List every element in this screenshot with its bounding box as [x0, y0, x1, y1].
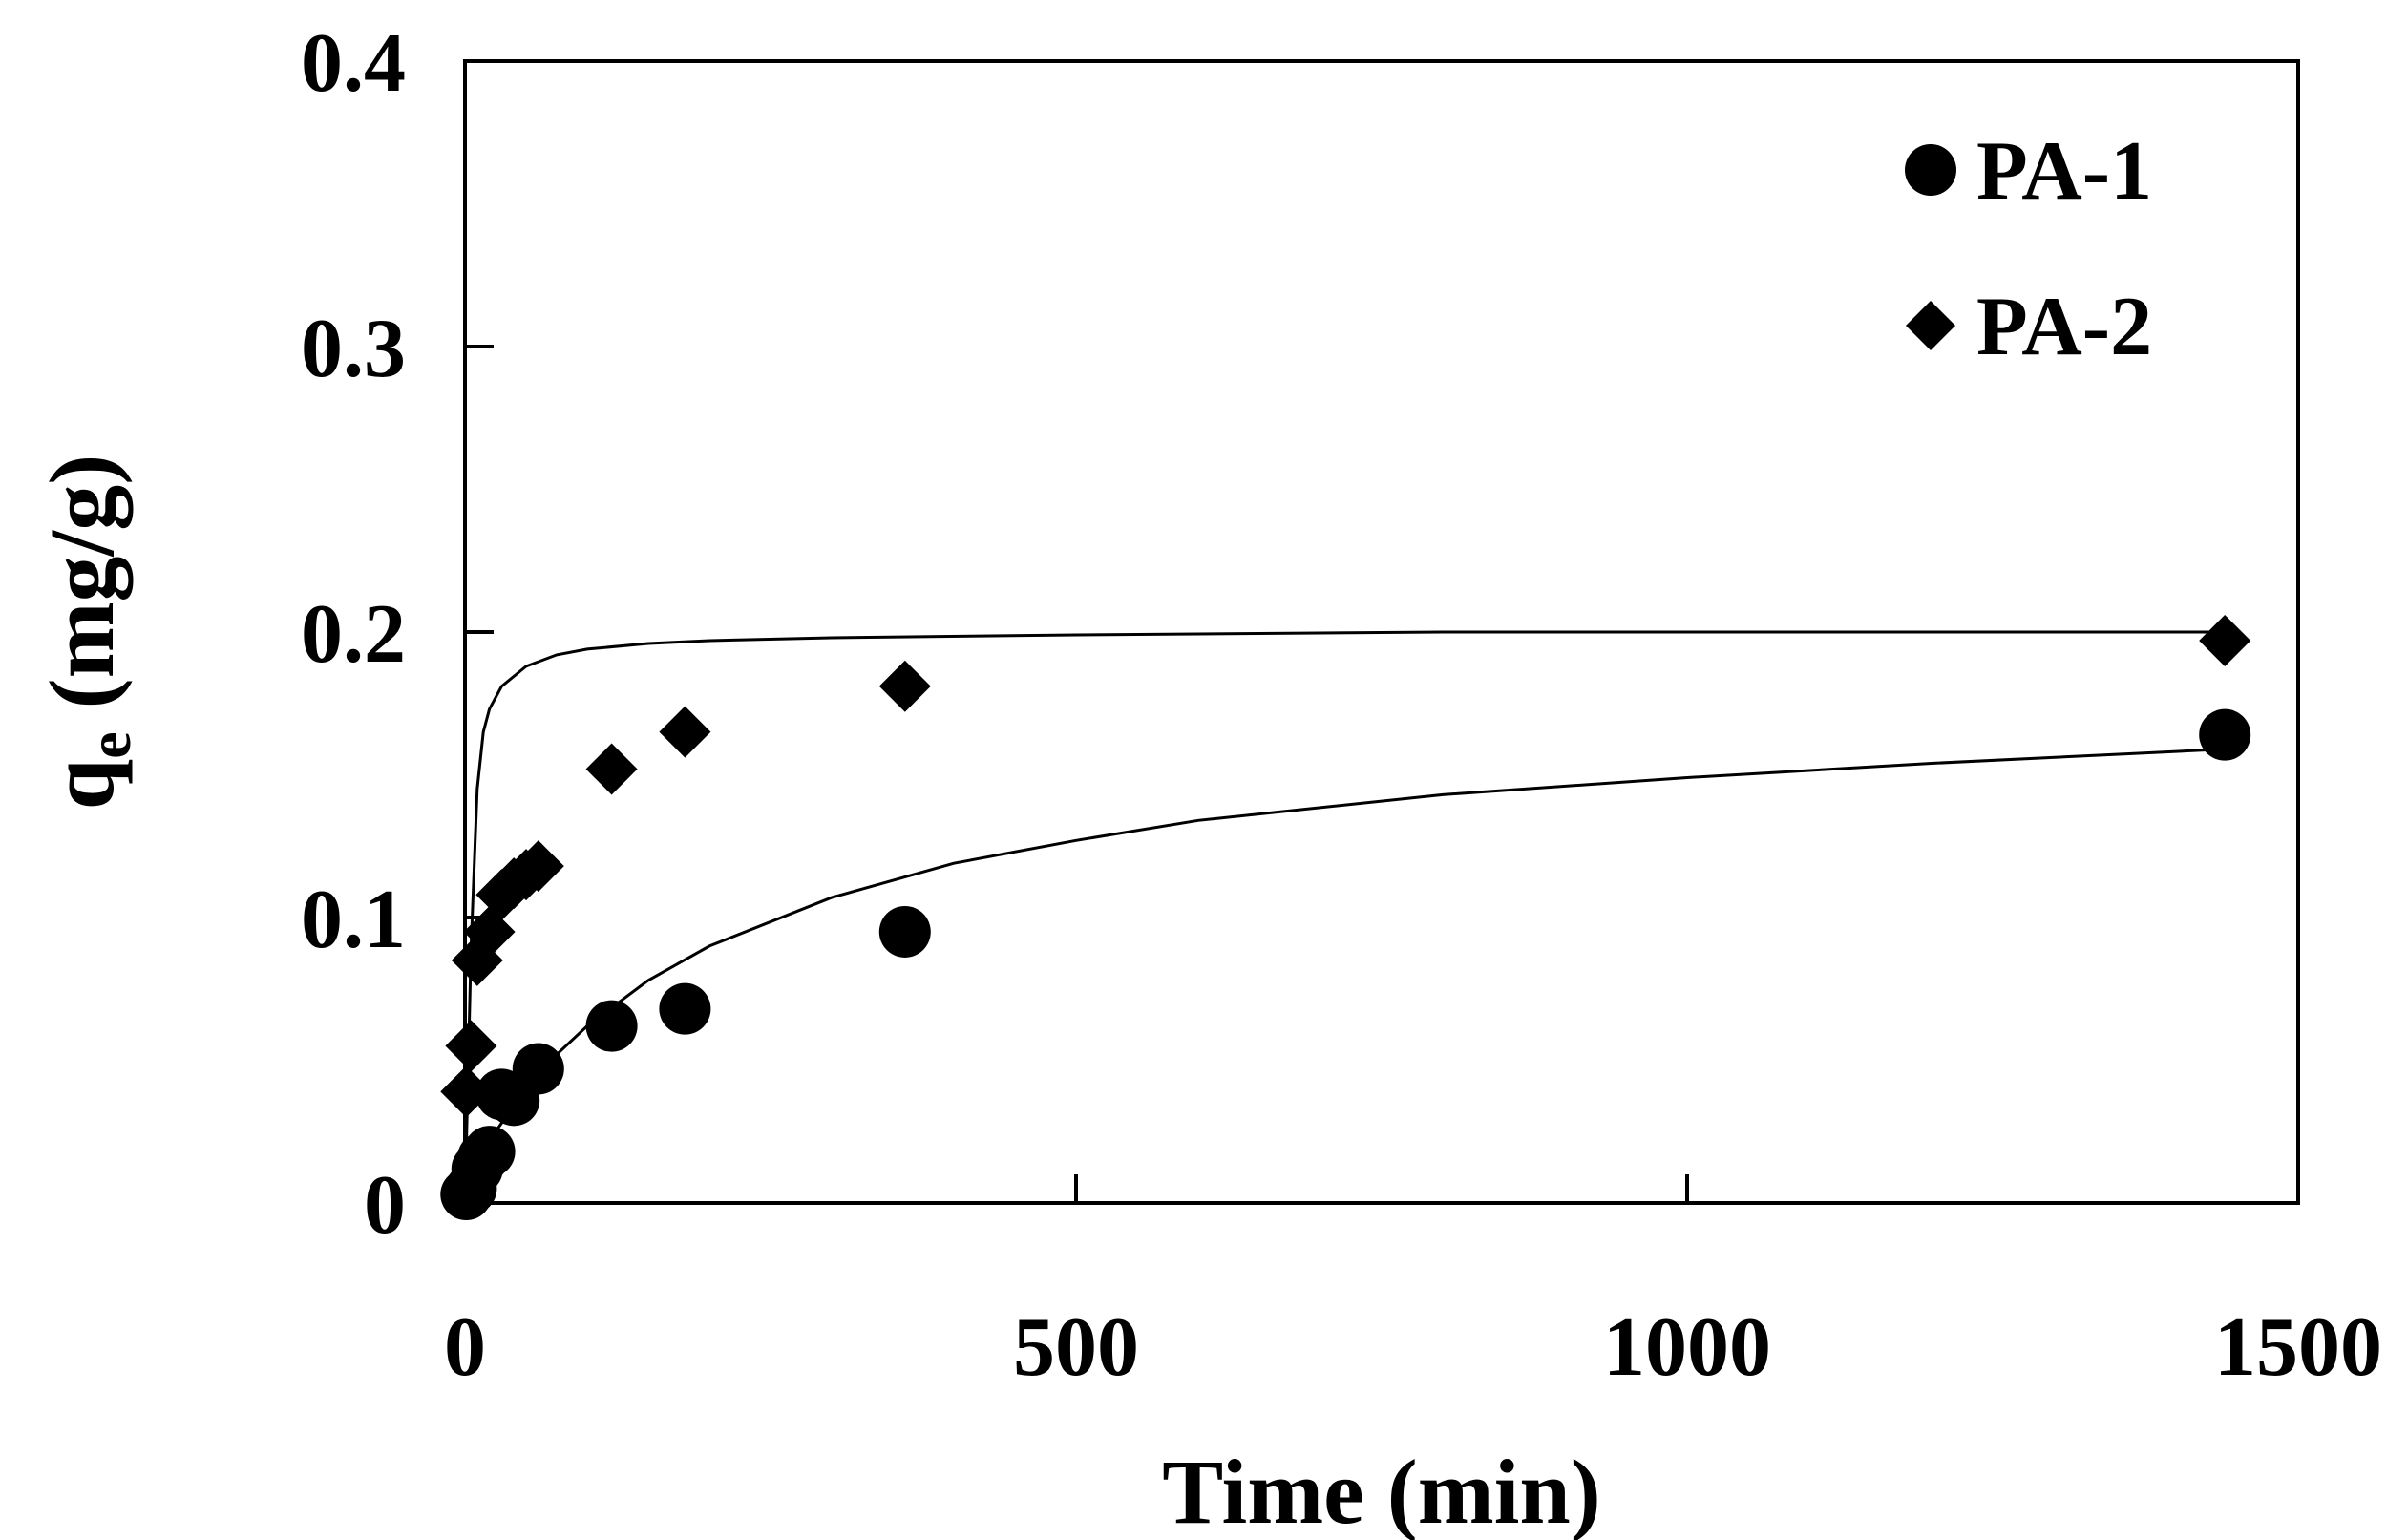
y-axis: 0 0.1 0.2 0.3 0.4 — [301, 17, 494, 1252]
data-point-pa-1 — [512, 1043, 564, 1095]
data-markers — [440, 614, 2251, 1221]
legend-label-pa1: PA-1 — [1976, 125, 2152, 218]
x-axis: 0 500 1000 1500 — [444, 1174, 2382, 1394]
data-point-pa-2 — [659, 706, 711, 758]
y-tick-label: 0.3 — [301, 303, 406, 395]
data-point-pa-2 — [512, 840, 564, 893]
data-point-pa-2 — [878, 660, 931, 712]
y-tick-label: 0.1 — [301, 874, 406, 966]
y-tick-label: 0 — [364, 1159, 406, 1252]
data-point-pa-2 — [2199, 614, 2251, 666]
y-axis-title-subscript: e — [75, 731, 143, 758]
y-tick-label: 0.2 — [301, 588, 406, 681]
x-tick-label: 1500 — [2214, 1301, 2382, 1394]
x-tick-label: 1000 — [1603, 1301, 1771, 1394]
data-point-pa-2 — [440, 1065, 493, 1118]
y-axis-title: qe (mg/g) — [31, 454, 143, 810]
legend: PA-1 PA-2 — [1905, 125, 2152, 373]
y-tick-label: 0.4 — [301, 17, 406, 110]
data-point-pa-2 — [585, 743, 638, 795]
x-tick-label: 0 — [444, 1301, 486, 1394]
data-point-pa-1 — [585, 1000, 638, 1052]
data-point-pa-1 — [659, 982, 711, 1035]
legend-marker-pa2 — [1906, 301, 1955, 350]
y-axis-title-units: (mg/g) — [31, 454, 133, 732]
data-point-pa-2 — [445, 1020, 497, 1072]
x-axis-title: Time (min) — [1162, 1441, 1601, 1540]
fit-line-pa-2 — [463, 630, 2226, 1204]
legend-label-pa2: PA-2 — [1976, 281, 2152, 373]
data-point-pa-1 — [2199, 708, 2251, 761]
data-point-pa-1 — [463, 1126, 516, 1178]
y-axis-title-main: q — [31, 759, 133, 810]
x-tick-label: 500 — [1013, 1301, 1139, 1394]
legend-marker-pa1 — [1905, 144, 1956, 196]
data-point-pa-1 — [878, 905, 931, 958]
